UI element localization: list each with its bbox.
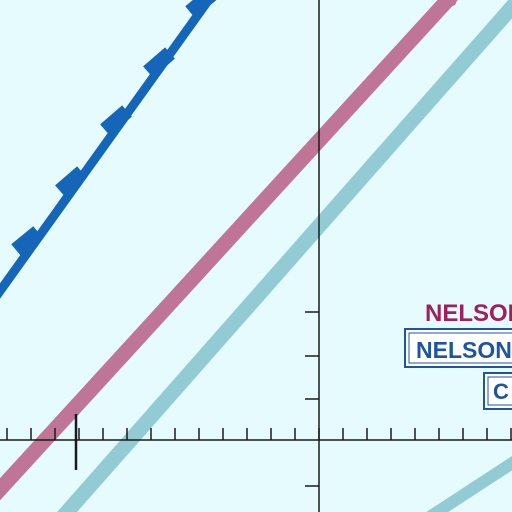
secondary-highway-north	[57, 0, 512, 512]
boxed-code-label: C	[483, 372, 512, 410]
graticule-ticks-vertical	[305, 311, 319, 487]
highway-shield-text: C	[444, 0, 460, 10]
boxed-place-label: NELSON	[404, 328, 512, 368]
secondary-highway-south	[426, 456, 512, 512]
major-highway	[0, 0, 458, 501]
boxed-place-name: NELSON	[416, 337, 512, 363]
place-label: NELSON	[425, 300, 512, 327]
dashed-boundary	[0, 0, 217, 299]
boxed-code-text: C	[493, 379, 509, 404]
graticule-ticks-horizontal	[6, 428, 512, 440]
